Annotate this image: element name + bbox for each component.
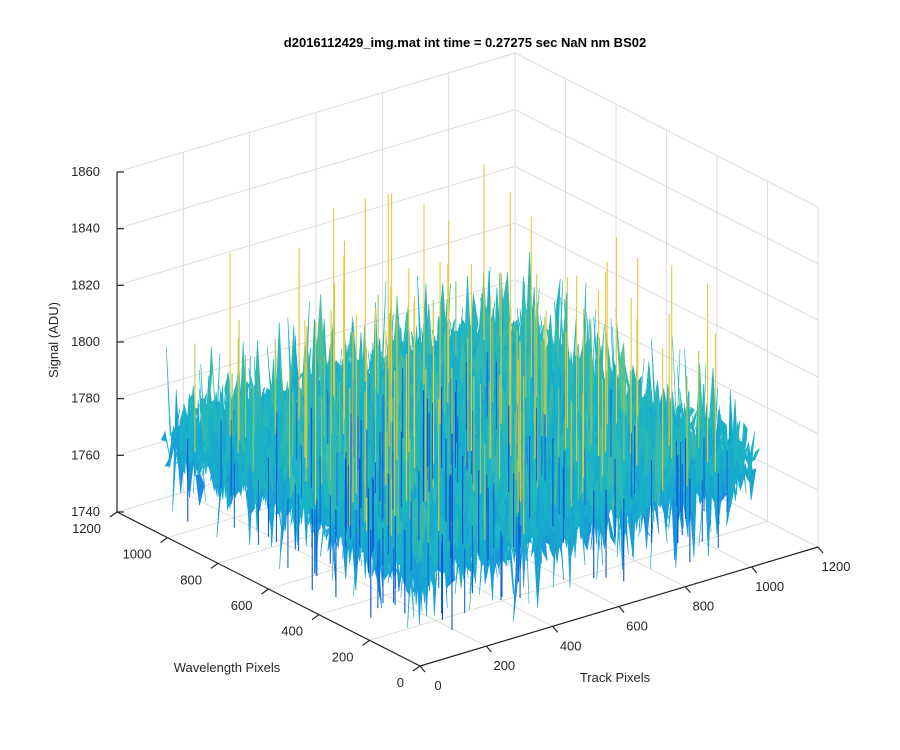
wall-gridline-z (116, 52, 516, 173)
wall-gridline-z (116, 165, 516, 286)
surface-facet (402, 306, 412, 372)
surface-mesh (160, 164, 760, 631)
wall-gridline-z (514, 222, 819, 378)
wall-gridline-z (514, 109, 819, 265)
wall-gridline-z (514, 52, 819, 208)
wall-gridline-z (514, 165, 819, 321)
floor-gridline-y (369, 520, 768, 641)
wall-gridline-z (116, 109, 516, 230)
